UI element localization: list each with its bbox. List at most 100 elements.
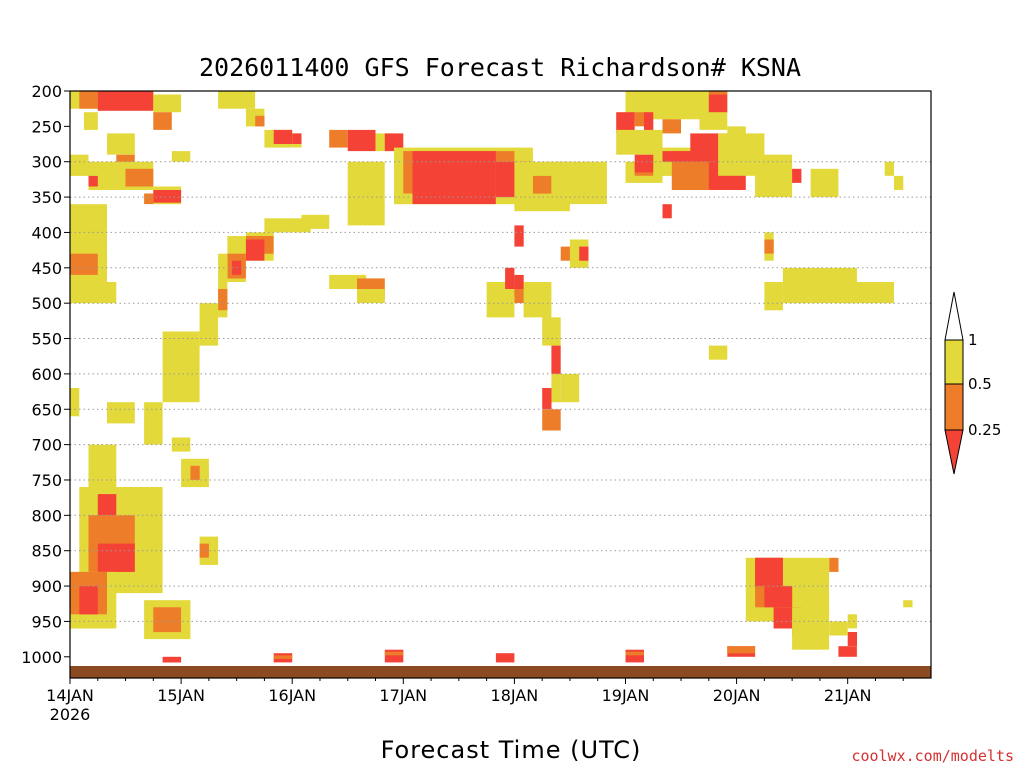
ri-region-low-11 [88,175,98,187]
ri-region-low-125 [764,586,793,608]
y-tick-label-300: 300 [31,153,62,172]
x-axis-title: Forecast Time (UTC) [381,736,642,764]
x-tick-label-20JAN: 20JAN [713,686,761,705]
y-tick-label-850: 850 [31,542,62,561]
x-start-year: 2026 [50,705,91,724]
ri-region-high-118 [782,267,811,304]
legend-bin-high [944,339,964,385]
ri-region-mid-74 [634,112,644,127]
ri-region-low-103 [514,225,524,247]
x-tick-label-18JAN: 18JAN [491,686,539,705]
legend-label-1: 1 [968,331,978,349]
ri-region-low-100 [505,267,515,289]
ri-region-low-73 [616,112,635,134]
y-tick-label-950: 950 [31,612,62,631]
ri-region-high-36 [199,303,219,346]
ri-region-mid-14 [144,193,154,205]
ri-region-low-59 [347,129,376,152]
ri-region-high-93 [727,126,746,141]
ri-region-high-130 [847,614,857,629]
ri-region-high-121 [764,282,783,311]
ri-region-low-109 [542,388,552,410]
ri-region-mid-70 [532,175,552,194]
ri-region-mid-144 [625,651,644,656]
chart-title: 2026011400 GFS Forecast Richardson# KSNA [199,53,801,82]
legend-bin-mid [944,383,964,431]
ri-region-mid-139 [273,655,293,659]
ri-region-high-111 [560,373,580,403]
ri-region-high-115 [708,345,728,360]
ri-region-high-71 [551,161,607,205]
x-tick-label-21JAN: 21JAN [824,686,872,705]
y-axis: 200 250 300 350 400 450 500 550 600 650 700 750 800 8… [21,82,70,667]
y-tick-label-750: 750 [31,471,62,490]
ri-region-mid-135 [727,646,756,654]
ri-region-high-106 [542,317,561,346]
ri-region-high-3 [153,94,182,113]
legend-over-1 [944,291,964,341]
ri-region-high-34 [218,253,228,318]
ri-region-low-88 [708,94,728,113]
ri-region-high-132 [829,621,848,636]
credit-text: coolwx.com/modelts [851,747,1014,765]
ri-region-high-6 [107,133,135,155]
ri-region-mid-21 [255,115,265,127]
y-tick-label-350: 350 [31,188,62,207]
ri-region-low-92 [662,204,672,219]
ri-region-low-64 [384,133,404,152]
ri-region-high-18 [171,151,191,162]
ri-region-low-25 [292,133,302,144]
y-tick-label-600: 600 [31,365,62,384]
ground-band [70,666,931,678]
ri-region-mid-117 [764,239,774,254]
ri-region-low-2 [97,91,154,111]
ri-region-mid-42 [190,465,200,480]
ri-region-low-142 [495,653,515,663]
ri-region-low-137 [162,656,182,663]
ri-region-low-75 [644,112,654,134]
ri-region-low-84 [662,151,691,162]
ri-region-high-40 [171,437,191,452]
ri-region-high-43 [70,388,80,417]
ri-region-mid-10 [125,168,154,187]
x-tick-label-19JAN: 19JAN [602,686,650,705]
x-tick-label-16JAN: 16JAN [268,686,316,705]
ri-region-high-57 [347,161,385,226]
y-tick-label-700: 700 [31,436,62,455]
ri-region-mid-35 [218,289,228,311]
ri-region-mid-54 [153,607,182,633]
ri-region-high-60 [329,274,367,289]
ground-layer [70,666,931,678]
plot-area [70,91,913,663]
ri-region-mid-56 [199,543,209,558]
ri-region-mid-16 [70,253,98,275]
x-tick-label-17JAN: 17JAN [379,686,427,705]
x-tick-label-14JAN: 14JAN [46,686,94,705]
ri-region-high-113 [569,239,589,268]
y-tick-label-550: 550 [31,330,62,349]
ri-region-high-62 [357,289,385,304]
ri-region-high-45 [88,444,117,487]
ri-region-low-114 [579,246,589,261]
ri-region-high-120 [847,282,894,304]
x-tick-label-15JAN: 15JAN [157,686,205,705]
ri-region-low-101 [514,274,524,297]
ri-region-low-52 [79,586,98,615]
ri-region-mid-1 [79,91,98,109]
y-tick-label-900: 900 [31,577,62,596]
legend-label-0.5: 0.5 [968,375,992,393]
ri-region-low-136 [838,646,857,657]
ri-region-low-95 [792,168,802,183]
ri-region-high-105 [523,282,552,318]
ri-region-high-96 [810,168,839,198]
colorbar-legend: 1 0.5 0.25 [944,291,1001,475]
y-tick-label-450: 450 [31,259,62,278]
x-axis: 14JAN 15JAN 16JAN 17JAN 18JAN 19JAN 20JAN 21JAN… [46,678,904,724]
y-tick-label-1000: 1000 [21,648,62,667]
ri-region-low-131 [847,632,857,647]
ri-region-high-133 [903,600,913,608]
ri-region-low-48 [97,543,135,572]
plot-frame [69,90,932,679]
ri-region-high-19 [218,91,256,109]
